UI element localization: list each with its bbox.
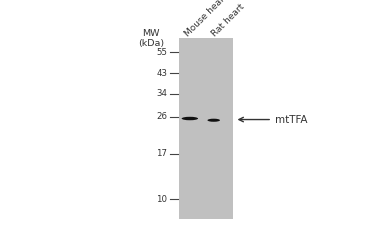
Text: mtTFA: mtTFA [239,114,307,124]
Ellipse shape [182,117,198,120]
Text: 17: 17 [156,149,167,158]
Text: 34: 34 [156,89,167,98]
Text: 55: 55 [156,48,167,57]
Bar [179,38,233,219]
Text: MW
(kDa): MW (kDa) [138,29,164,48]
Text: Mouse heart: Mouse heart [184,0,230,39]
Ellipse shape [208,119,220,122]
Text: 43: 43 [156,69,167,78]
Text: Rat heart: Rat heart [210,2,246,39]
Text: 10: 10 [156,195,167,204]
Text: 26: 26 [156,112,167,121]
